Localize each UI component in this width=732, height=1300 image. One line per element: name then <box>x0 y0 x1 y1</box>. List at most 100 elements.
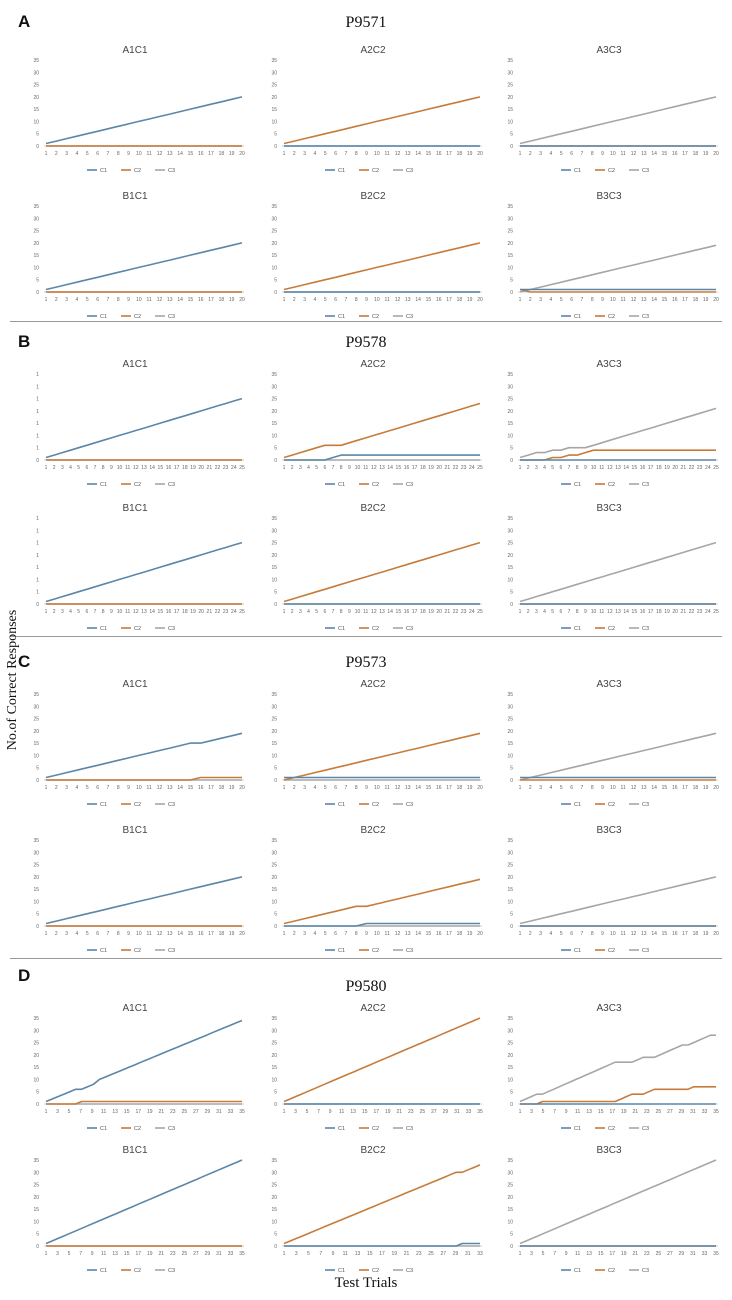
x-tick-label: 15 <box>188 151 194 157</box>
x-tick-label: 8 <box>117 785 120 791</box>
chart-title: B1C1 <box>122 503 147 514</box>
y-tick-label: 15 <box>507 741 513 747</box>
legend-label-c3: C3 <box>642 802 649 808</box>
x-tick-label: 7 <box>319 1251 322 1257</box>
x-tick-label: 15 <box>662 931 668 937</box>
chart-b-a3c3: A3C3 0 5 10 15 20 25 30 35 1 2 3 4 5 6 7 8 9 10 11 12 13 14 15 1… <box>494 354 724 496</box>
y-tick-label: 5 <box>274 278 277 284</box>
legend-label-c1: C1 <box>338 948 345 954</box>
x-tick-label: 9 <box>91 1109 94 1115</box>
x-tick-label: 16 <box>198 785 204 791</box>
x-tick-label: 20 <box>672 609 678 615</box>
chart-a-b1c1: B1C1 0 5 10 15 20 25 30 35 1 2 3 4 5 6 7 8 9 10 11 12 13 14 15 1… <box>20 186 250 328</box>
legend-label-c3: C3 <box>406 802 413 808</box>
x-tick-label: 8 <box>102 465 105 471</box>
x-tick-label: 9 <box>365 151 368 157</box>
x-tick-label: 12 <box>395 785 401 791</box>
x-tick-label: 5 <box>560 931 563 937</box>
y-tick-label: 0 <box>510 924 513 930</box>
legend-label-c2: C2 <box>372 482 379 488</box>
x-tick-label: 33 <box>228 1251 234 1257</box>
y-tick-label: 25 <box>507 83 513 89</box>
y-tick-label: 15 <box>271 741 277 747</box>
x-tick-label: 3 <box>56 1251 59 1257</box>
panel-title-a: P9571 <box>345 14 387 31</box>
chart-title: B2C2 <box>360 1145 385 1156</box>
x-tick-label: 9 <box>127 297 130 303</box>
x-tick-label: 10 <box>591 465 597 471</box>
x-tick-label: 15 <box>426 151 432 157</box>
x-tick-label: 5 <box>306 1109 309 1115</box>
x-tick-label: 16 <box>166 609 172 615</box>
legend-label-c2: C2 <box>372 626 379 632</box>
series-line-c2 <box>283 878 481 925</box>
series-line-c3 <box>519 732 717 781</box>
y-tick-label: 10 <box>33 265 39 271</box>
series-line-c3 <box>519 876 717 925</box>
x-tick-label: 4 <box>76 151 79 157</box>
x-tick-label: 1 <box>45 1109 48 1115</box>
x-tick-label: 12 <box>631 931 637 937</box>
x-tick-label: 15 <box>158 465 164 471</box>
y-tick-label: 30 <box>271 216 277 222</box>
x-tick-label: 25 <box>239 609 245 615</box>
x-tick-label: 7 <box>107 297 110 303</box>
chart-d-b3c3: B3C3 0 5 10 15 20 25 30 35 1 3 5 7 9 11 13 15 17 19 21 23 25 2… <box>494 1140 724 1282</box>
y-tick-label: 5 <box>36 766 39 772</box>
x-tick-label: 20 <box>198 609 204 615</box>
legend-label-c3: C3 <box>168 802 175 808</box>
x-tick-label: 19 <box>190 465 196 471</box>
x-tick-label: 10 <box>374 931 380 937</box>
y-tick-label: 1 <box>36 372 39 378</box>
x-tick-label: 11 <box>599 609 604 615</box>
y-tick-label: 10 <box>507 265 513 271</box>
chart-title: B3C3 <box>596 191 621 202</box>
x-tick-label: 10 <box>136 785 142 791</box>
x-tick-label: 17 <box>446 785 452 791</box>
x-tick-label: 31 <box>454 1109 460 1115</box>
x-tick-label: 5 <box>86 931 89 937</box>
x-tick-label: 9 <box>584 465 587 471</box>
x-tick-label: 1 <box>283 297 286 303</box>
y-tick-label: 30 <box>507 70 513 76</box>
x-tick-label: 4 <box>314 785 317 791</box>
x-tick-label: 13 <box>641 297 647 303</box>
y-tick-label: 10 <box>271 1077 277 1083</box>
x-tick-label: 27 <box>667 1109 673 1115</box>
x-tick-label: 23 <box>644 1251 650 1257</box>
y-tick-label: 0 <box>274 144 277 150</box>
x-tick-label: 19 <box>229 785 235 791</box>
x-tick-label: 19 <box>467 297 473 303</box>
y-tick-label: 30 <box>507 850 513 856</box>
x-tick-label: 2 <box>291 609 294 615</box>
x-tick-label: 13 <box>350 1109 356 1115</box>
panel-title-b: P9578 <box>345 334 387 351</box>
x-tick-label: 14 <box>149 465 155 471</box>
x-tick-label: 17 <box>412 609 418 615</box>
y-tick-label: 0 <box>36 924 39 930</box>
series-line-c1 <box>45 1019 243 1103</box>
y-tick-label: 1 <box>36 397 39 403</box>
x-tick-label: 1 <box>519 297 522 303</box>
x-tick-label: 8 <box>117 151 120 157</box>
series-line-c2 <box>283 402 481 459</box>
chart-a-b2c2: B2C2 0 5 10 15 20 25 30 35 1 2 3 4 5 6 7 8 9 10 11 12 13 14 15 1… <box>258 186 488 328</box>
y-tick-label: 35 <box>33 838 39 844</box>
x-tick-label: 9 <box>601 785 604 791</box>
x-tick-label: 3 <box>539 151 542 157</box>
x-tick-label: 5 <box>542 1109 545 1115</box>
x-tick-label: 5 <box>68 1251 71 1257</box>
x-tick-label: 3 <box>295 1251 298 1257</box>
y-tick-label: 5 <box>510 766 513 772</box>
y-tick-label: 0 <box>510 144 513 150</box>
x-tick-label: 2 <box>529 785 532 791</box>
x-tick-label: 2 <box>55 785 58 791</box>
x-tick-label: 7 <box>581 297 584 303</box>
legend-label-c1: C1 <box>338 802 345 808</box>
legend-label-c3: C3 <box>168 1268 175 1274</box>
chart-d-a3c3: A3C3 0 5 10 15 20 25 30 35 1 3 5 7 9 11 13 15 17 19 21 23 25 2… <box>494 998 724 1140</box>
